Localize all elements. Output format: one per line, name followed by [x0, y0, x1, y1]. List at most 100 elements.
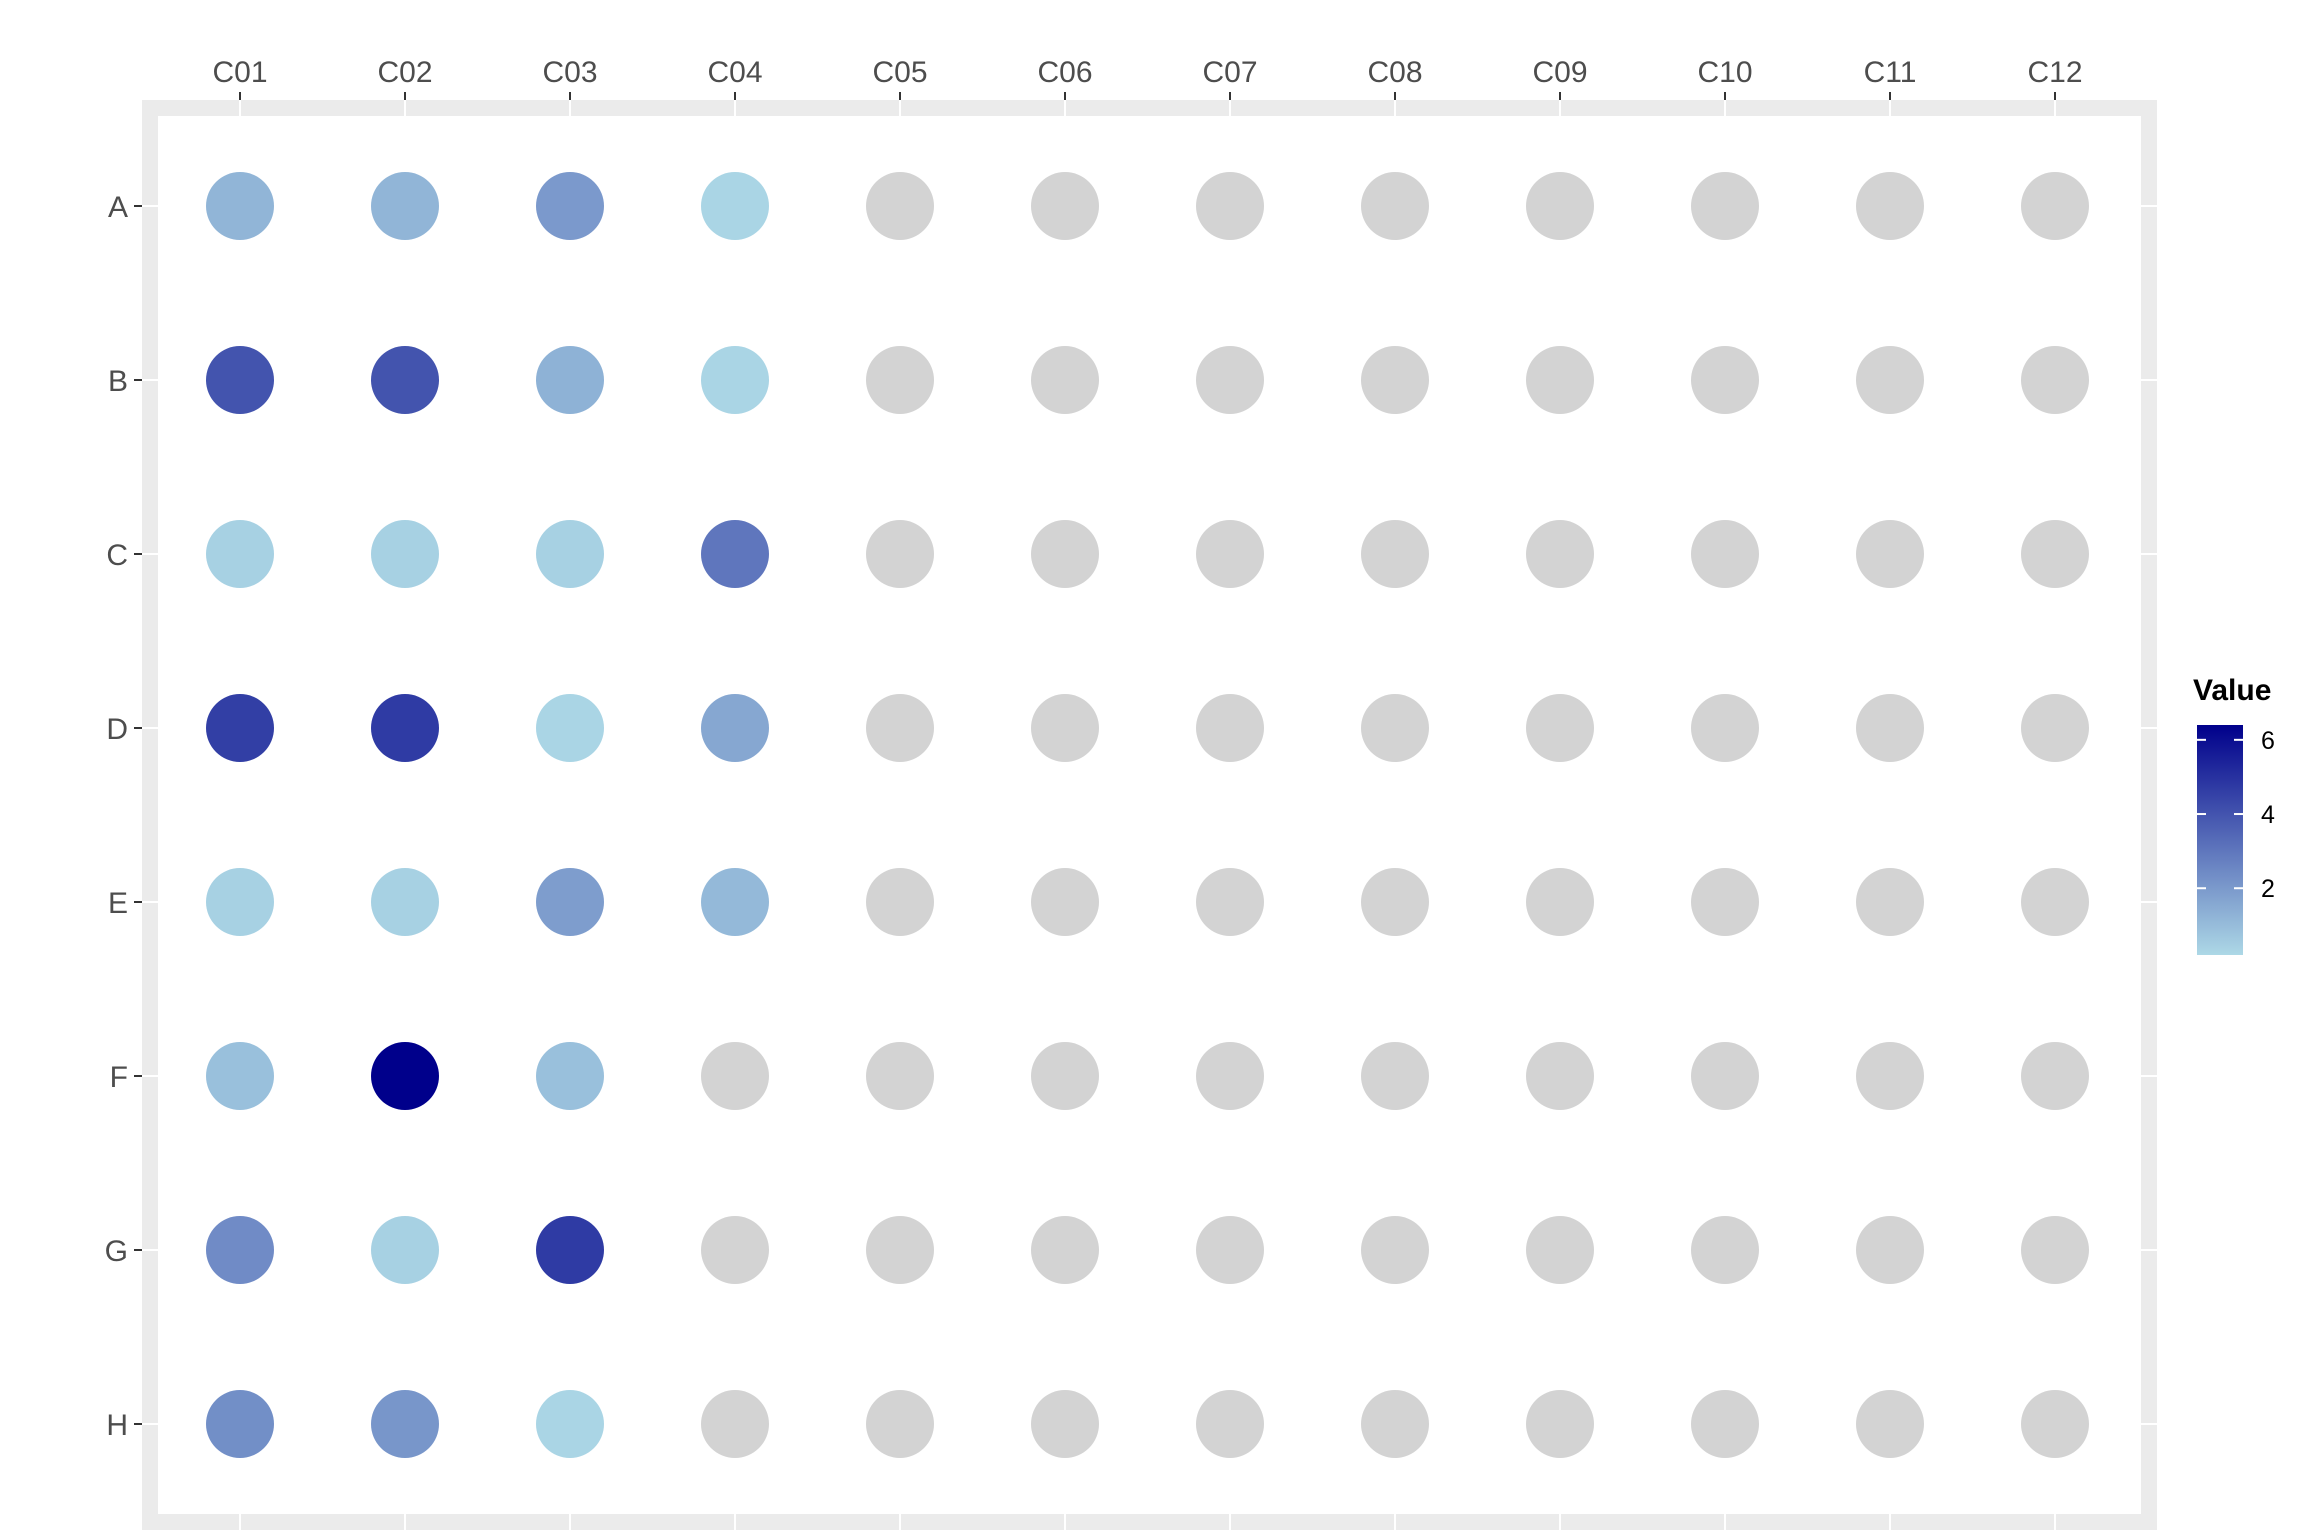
well-H-C10: [1691, 1390, 1759, 1458]
well-E-C09: [1526, 868, 1594, 936]
y-tick-label-D: D: [106, 713, 128, 746]
well-G-C11: [1856, 1216, 1924, 1284]
well-points: [206, 172, 2089, 1458]
y-tick-label-F: F: [110, 1061, 128, 1094]
legend-tick-label-4: 4: [2261, 801, 2275, 829]
well-D-C06: [1031, 694, 1099, 762]
well-A-C10: [1691, 172, 1759, 240]
well-C-C07: [1196, 520, 1264, 588]
x-axis-top: C01 C02 C03 C04 C05 C06 C07 C08 C09 C10 C11 C12: [212, 56, 2083, 100]
well-H-C01: [206, 1390, 274, 1458]
legend-colorbar: [2197, 725, 2243, 955]
well-G-C01: [206, 1216, 274, 1284]
x-tick-label-C08: C08: [1367, 56, 1422, 89]
well-A-C09: [1526, 172, 1594, 240]
well-G-C06: [1031, 1216, 1099, 1284]
y-tick-label-G: G: [105, 1235, 128, 1268]
well-D-C01: [206, 694, 274, 762]
plate-outline: [158, 116, 2141, 1514]
well-D-C02: [371, 694, 439, 762]
well-D-C12: [2021, 694, 2089, 762]
well-F-C09: [1526, 1042, 1594, 1110]
well-D-C11: [1856, 694, 1924, 762]
well-E-C03: [536, 868, 604, 936]
well-B-C11: [1856, 346, 1924, 414]
well-F-C08: [1361, 1042, 1429, 1110]
well-F-C02: [371, 1042, 439, 1110]
well-H-C09: [1526, 1390, 1594, 1458]
well-E-C08: [1361, 868, 1429, 936]
x-tick-label-C01: C01: [212, 56, 267, 89]
well-C-C02: [371, 520, 439, 588]
x-tick-label-C12: C12: [2027, 56, 2082, 89]
well-B-C04: [701, 346, 769, 414]
well-C-C10: [1691, 520, 1759, 588]
x-tick-label-C03: C03: [542, 56, 597, 89]
well-H-C07: [1196, 1390, 1264, 1458]
well-H-C11: [1856, 1390, 1924, 1458]
well-D-C09: [1526, 694, 1594, 762]
well-G-C07: [1196, 1216, 1264, 1284]
well-E-C04: [701, 868, 769, 936]
x-tick-label-C04: C04: [707, 56, 762, 89]
well-A-C12: [2021, 172, 2089, 240]
well-A-C02: [371, 172, 439, 240]
well-D-C10: [1691, 694, 1759, 762]
well-G-C10: [1691, 1216, 1759, 1284]
well-B-C05: [866, 346, 934, 414]
well-B-C03: [536, 346, 604, 414]
well-G-C09: [1526, 1216, 1594, 1284]
x-tick-label-C06: C06: [1037, 56, 1092, 89]
well-C-C01: [206, 520, 274, 588]
well-B-C06: [1031, 346, 1099, 414]
well-C-C05: [866, 520, 934, 588]
well-F-C11: [1856, 1042, 1924, 1110]
well-F-C01: [206, 1042, 274, 1110]
well-H-C05: [866, 1390, 934, 1458]
well-E-C11: [1856, 868, 1924, 936]
well-A-C03: [536, 172, 604, 240]
well-G-C12: [2021, 1216, 2089, 1284]
well-B-C10: [1691, 346, 1759, 414]
well-B-C02: [371, 346, 439, 414]
well-E-C05: [866, 868, 934, 936]
x-tick-label-C11: C11: [1864, 56, 1917, 89]
y-tick-label-A: A: [108, 191, 128, 224]
x-tick-label-C10: C10: [1697, 56, 1752, 89]
well-A-C04: [701, 172, 769, 240]
well-F-C07: [1196, 1042, 1264, 1110]
well-D-C08: [1361, 694, 1429, 762]
well-D-C04: [701, 694, 769, 762]
well-D-C03: [536, 694, 604, 762]
grid-lines: [142, 100, 2157, 1530]
well-B-C09: [1526, 346, 1594, 414]
well-F-C12: [2021, 1042, 2089, 1110]
well-F-C10: [1691, 1042, 1759, 1110]
y-axis: A B C D E F G H: [105, 191, 142, 1442]
well-E-C12: [2021, 868, 2089, 936]
x-tick-label-C02: C02: [377, 56, 432, 89]
well-G-C05: [866, 1216, 934, 1284]
legend-tick-label-2: 2: [2261, 875, 2275, 903]
well-C-C06: [1031, 520, 1099, 588]
well-A-C01: [206, 172, 274, 240]
well-G-C08: [1361, 1216, 1429, 1284]
well-A-C05: [866, 172, 934, 240]
well-H-C03: [536, 1390, 604, 1458]
well-C-C09: [1526, 520, 1594, 588]
well-A-C08: [1361, 172, 1429, 240]
well-H-C08: [1361, 1390, 1429, 1458]
well-B-C08: [1361, 346, 1429, 414]
well-A-C07: [1196, 172, 1264, 240]
well-A-C06: [1031, 172, 1099, 240]
y-tick-label-H: H: [106, 1409, 128, 1442]
well-E-C10: [1691, 868, 1759, 936]
well-C-C11: [1856, 520, 1924, 588]
well-F-C06: [1031, 1042, 1099, 1110]
well-F-C03: [536, 1042, 604, 1110]
well-C-C08: [1361, 520, 1429, 588]
well-H-C12: [2021, 1390, 2089, 1458]
y-tick-label-E: E: [108, 887, 128, 920]
well-H-C02: [371, 1390, 439, 1458]
well-C-C04: [701, 520, 769, 588]
